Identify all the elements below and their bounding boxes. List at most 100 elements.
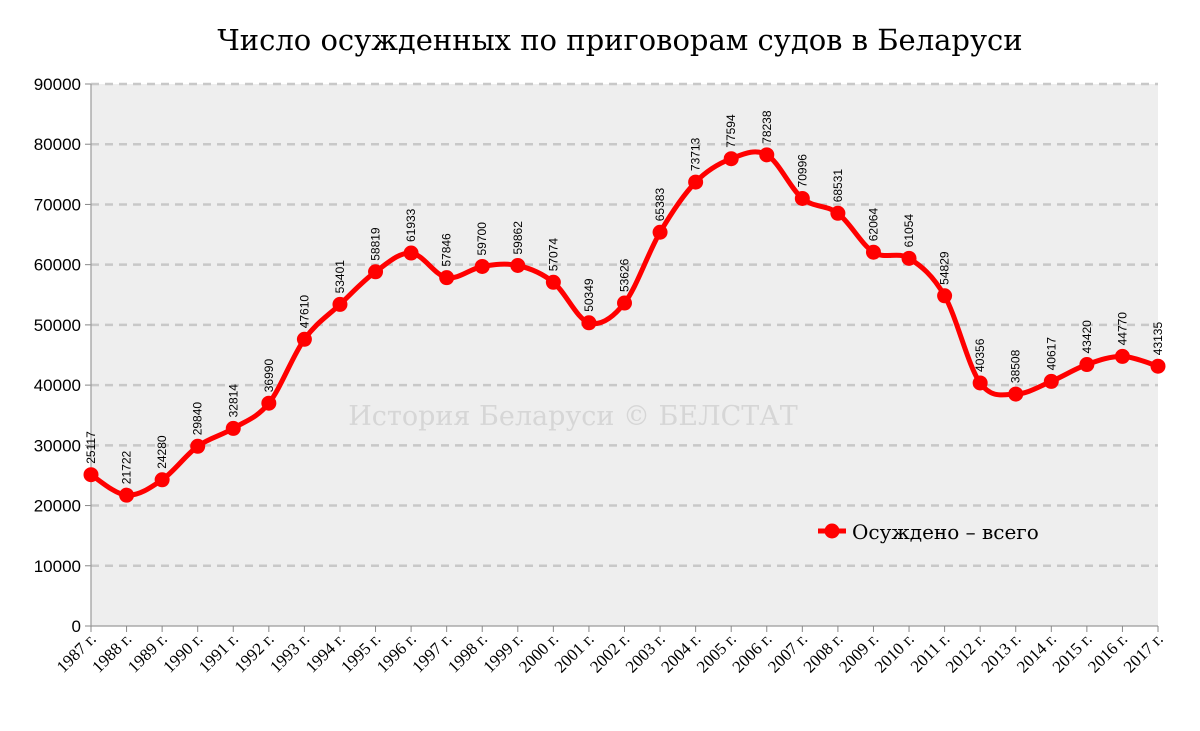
x-tick-label: 1993 г. xyxy=(266,629,313,676)
x-tick-label: 1995 г. xyxy=(337,629,384,676)
x-tick-label: 1987 г. xyxy=(53,629,100,676)
data-point xyxy=(1114,348,1130,364)
data-label: 57846 xyxy=(440,233,454,267)
data-point xyxy=(296,331,312,347)
x-tick-label: 2016 г. xyxy=(1084,629,1131,676)
data-point xyxy=(865,244,881,260)
x-tick-label: 2011 г. xyxy=(907,629,954,676)
data-point xyxy=(581,315,597,331)
data-point xyxy=(261,395,277,411)
data-point xyxy=(510,257,526,273)
data-point xyxy=(403,245,419,261)
y-tick-label: 60000 xyxy=(34,256,81,275)
x-tick-label: 1994 г. xyxy=(302,629,349,676)
data-label: 32814 xyxy=(226,384,240,418)
data-point xyxy=(794,190,810,206)
data-label: 47610 xyxy=(297,295,311,329)
data-label: 78238 xyxy=(760,110,774,144)
data-point xyxy=(972,375,988,391)
data-label: 53401 xyxy=(333,260,347,294)
data-point xyxy=(154,472,170,488)
y-tick-label: 50000 xyxy=(34,316,81,335)
data-label: 62064 xyxy=(866,208,880,242)
data-point xyxy=(652,224,668,240)
x-tick-label: 1999 г. xyxy=(480,629,527,676)
data-label: 53626 xyxy=(618,258,632,292)
data-point xyxy=(1079,357,1095,373)
data-label: 29840 xyxy=(191,402,205,436)
legend-label: Осуждено – всего xyxy=(852,520,1039,544)
x-tick-label: 1997 г. xyxy=(408,629,455,676)
data-label: 21722 xyxy=(120,450,134,484)
x-tick-label: 1988 г. xyxy=(88,629,135,676)
data-label: 50349 xyxy=(582,278,596,312)
y-tick-label: 70000 xyxy=(34,195,81,214)
data-label: 43420 xyxy=(1080,320,1094,354)
x-tick-label: 2006 г. xyxy=(729,629,776,676)
data-point xyxy=(1150,358,1166,374)
data-label: 73713 xyxy=(689,137,703,171)
y-tick-label: 10000 xyxy=(34,557,81,576)
data-point xyxy=(545,274,561,290)
data-label: 68531 xyxy=(831,169,845,203)
data-point xyxy=(474,258,490,274)
watermark-text: История Беларуси © БЕЛСТАТ xyxy=(348,401,797,432)
data-label: 65383 xyxy=(653,188,667,222)
data-label: 57074 xyxy=(546,238,560,272)
grid-lines xyxy=(85,82,1158,627)
x-tick-label: 1989 г. xyxy=(124,629,171,676)
x-tick-label: 2012 г. xyxy=(942,629,989,676)
y-tick-labels: 0 10000 20000 30000 40000 50000 60000 70000 8000… xyxy=(34,75,81,636)
data-point xyxy=(368,264,384,280)
data-point xyxy=(688,174,704,190)
x-tick-label: 2001 г. xyxy=(551,629,598,676)
x-tick-label: 2015 г. xyxy=(1049,629,1096,676)
y-tick-label: 30000 xyxy=(34,436,81,455)
data-label: 58819 xyxy=(369,227,383,261)
x-tick-label: 2000 г. xyxy=(515,629,562,676)
data-label: 77594 xyxy=(724,114,738,148)
data-label: 59862 xyxy=(511,221,525,255)
y-tick-label: 40000 xyxy=(34,376,81,395)
data-label: 43135 xyxy=(1151,322,1165,356)
x-tick-label: 1998 г. xyxy=(444,629,491,676)
data-label: 54829 xyxy=(938,251,952,285)
x-tick-label: 2013 г. xyxy=(977,629,1024,676)
chart-title: Число осужденных по приговорам судов в Б… xyxy=(217,23,1022,57)
y-tick-label: 80000 xyxy=(34,135,81,154)
y-tick-label: 20000 xyxy=(34,497,81,516)
data-point xyxy=(723,151,739,167)
data-point xyxy=(1043,373,1059,389)
data-label: 36990 xyxy=(262,359,276,393)
x-tick-labels: 1987 г.1988 г.1989 г.1990 г.1991 г.1992 … xyxy=(53,629,1167,676)
x-tick-label: 2014 г. xyxy=(1013,629,1060,676)
data-label: 25117 xyxy=(84,431,98,464)
data-point xyxy=(1008,386,1024,402)
data-point xyxy=(119,487,135,503)
data-label: 61054 xyxy=(902,214,916,248)
x-tick-label: 1991 г. xyxy=(195,629,242,676)
plot-area xyxy=(91,84,1158,626)
x-tick-label: 2009 г. xyxy=(835,629,882,676)
x-tick-label: 2010 г. xyxy=(871,629,918,676)
x-tick-label: 2002 г. xyxy=(586,629,633,676)
data-label: 44770 xyxy=(1115,312,1129,346)
data-label: 70996 xyxy=(795,154,809,188)
data-points xyxy=(83,147,1166,503)
data-label: 61933 xyxy=(404,208,418,242)
data-point xyxy=(617,295,632,311)
x-tick-label: 2005 г. xyxy=(693,629,740,676)
data-label: 38508 xyxy=(1009,349,1023,383)
x-tick-label: 1992 г. xyxy=(231,629,278,676)
data-labels: 25117 21722 24280 29840 32814 36990 47610 53401… xyxy=(84,110,1165,484)
y-tick-label: 0 xyxy=(72,617,81,636)
x-tick-label: 1996 г. xyxy=(373,629,420,676)
data-label: 40356 xyxy=(973,338,987,372)
data-point xyxy=(439,270,455,286)
x-tick-label: 2008 г. xyxy=(800,629,847,676)
legend-point-marker xyxy=(824,523,840,539)
legend: Осуждено – всего xyxy=(818,520,1039,544)
data-point xyxy=(190,438,206,454)
